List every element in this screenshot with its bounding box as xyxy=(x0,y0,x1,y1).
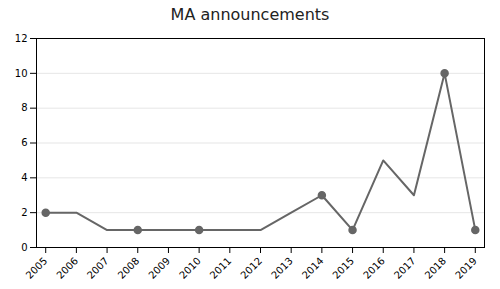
svg-text:2015: 2015 xyxy=(330,255,356,281)
svg-text:2016: 2016 xyxy=(361,255,387,281)
svg-text:2011: 2011 xyxy=(208,255,234,281)
svg-text:2014: 2014 xyxy=(300,255,326,281)
svg-text:2009: 2009 xyxy=(146,255,172,281)
html-text:MA announcements: MA announcements xyxy=(170,5,330,24)
svg-text:8: 8 xyxy=(21,102,27,113)
svg-text:2: 2 xyxy=(21,207,27,218)
svg-text:2010: 2010 xyxy=(177,255,203,281)
svg-text:2013: 2013 xyxy=(269,255,295,281)
svg-text:2005: 2005 xyxy=(24,255,50,281)
svg-text:2019: 2019 xyxy=(453,255,479,281)
svg-text:0: 0 xyxy=(21,242,27,253)
svg-text:2017: 2017 xyxy=(392,255,418,281)
svg-text:4: 4 xyxy=(21,172,27,183)
svg-text:10: 10 xyxy=(15,68,28,79)
svg-text:2018: 2018 xyxy=(423,255,449,281)
svg-text:2008: 2008 xyxy=(116,255,142,281)
svg-text:2012: 2012 xyxy=(238,255,264,281)
svg-text:2006: 2006 xyxy=(54,255,80,281)
svg-text:2007: 2007 xyxy=(85,255,111,281)
svg-text:6: 6 xyxy=(21,137,27,148)
svg-text:12: 12 xyxy=(15,33,28,44)
